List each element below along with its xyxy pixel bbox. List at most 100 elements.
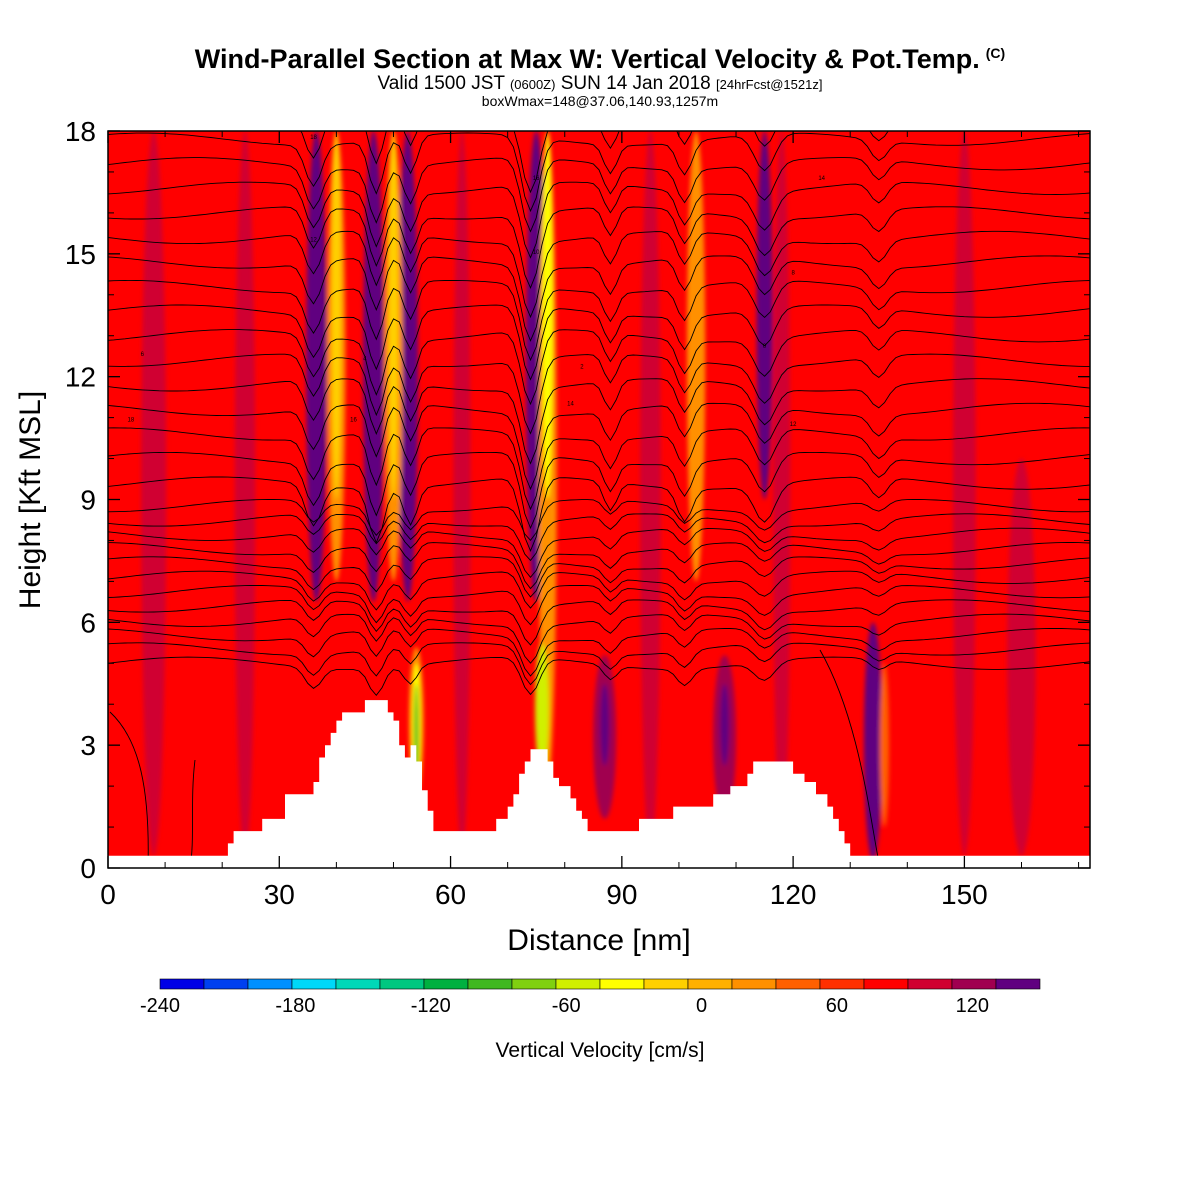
contour-label: 14: [567, 401, 574, 407]
contour-label: 2: [580, 364, 584, 370]
colorbar-swatch: [863, 978, 909, 990]
isentrope-line: [108, 585, 1090, 626]
isentrope-line: [108, 255, 1090, 342]
colorbar-swatch: [247, 978, 293, 990]
colorbar-label: -240: [140, 995, 180, 1017]
isentrope-line: [819, 649, 881, 868]
contour-label: 0: [763, 344, 767, 350]
colorbar-swatch: [159, 978, 205, 990]
x-tick-label: 0: [100, 879, 116, 910]
x-axis-title: Distance [nm]: [507, 924, 690, 957]
field-patch: [453, 131, 471, 856]
downdraft-band: [388, 131, 399, 500]
field-patch: [141, 131, 167, 856]
valid-date: SUN 14 Jan 2018: [555, 73, 717, 94]
colorbar-swatch: [555, 978, 601, 990]
contour-label: 6: [141, 352, 145, 358]
isentrope-line: [108, 279, 1090, 362]
downdraft-band: [535, 642, 549, 774]
isentrope-line: [108, 451, 1090, 530]
colorbar-swatch: [335, 978, 381, 990]
isentrope-line: [108, 542, 1090, 590]
isentrope-line: [108, 304, 1090, 381]
contour-label: 12: [310, 238, 317, 244]
colorbar-swatch: [819, 978, 865, 990]
isentrope-line: [108, 556, 1090, 598]
downdraft-band: [542, 131, 553, 500]
chart-title: Wind-Parallel Section at Max W: Vertical…: [0, 44, 1200, 75]
y-tick-label: 12: [65, 362, 96, 393]
isentrope-line: [108, 181, 1090, 259]
y-tick-label: 9: [80, 485, 96, 516]
field-patch: [1007, 458, 1036, 856]
contour-label: 18: [310, 135, 317, 141]
terrain-silhouette: [108, 700, 1090, 868]
colorbar-swatch: [731, 978, 777, 990]
isentrope-line: [108, 656, 1090, 697]
updraft-band: [756, 131, 773, 500]
field-patch: [952, 131, 976, 856]
isentrope-line: [108, 513, 1090, 562]
x-tick-label: 60: [435, 879, 466, 910]
downdraft-band: [331, 131, 341, 500]
isentrope-line: [108, 230, 1090, 319]
box-wmax-line: boxWmax=148@37.06,140.93,1257m: [481, 93, 719, 109]
terrain-layer: [108, 700, 1090, 868]
valid-utc: (0600Z): [509, 77, 556, 92]
contour-label: 4: [363, 356, 367, 362]
field-patch: [773, 131, 791, 856]
updraft-band: [720, 683, 730, 766]
contour-label: 14: [818, 176, 825, 182]
contour-label: 16: [533, 176, 540, 182]
colorbar-label: 60: [826, 995, 848, 1017]
y-tick-label: 15: [65, 239, 96, 270]
downdraft-band: [879, 663, 890, 828]
isentrope-line: [108, 642, 1090, 686]
colorbar-swatch: [995, 978, 1041, 990]
colorbar-swatch: [203, 978, 249, 990]
isentrope-line: [108, 157, 1090, 233]
y-tick-label: 3: [80, 730, 96, 761]
valid-time: Valid 1500 JST: [377, 73, 510, 94]
colorbar-label: -180: [275, 995, 315, 1017]
forecast-info: [24hrFcst@1521z]: [716, 77, 823, 92]
downdraft-band: [691, 131, 701, 500]
chart-title-mark: (C): [985, 45, 1006, 61]
isentrope-line: [108, 570, 1090, 611]
chart-title-text: Wind-Parallel Section at Max W: Vertical…: [194, 44, 980, 74]
updraft-band: [600, 683, 610, 766]
updraft-band: [402, 131, 414, 520]
isentrope-line: [108, 476, 1090, 552]
field-patch: [234, 131, 256, 856]
colorbar-swatch: [687, 978, 733, 990]
field-patch: [640, 131, 661, 856]
isentrope-line: [108, 427, 1090, 511]
y-tick-label: 6: [80, 607, 96, 638]
colorbar: -240 -180 -120 -60 0 60 120 Vertical Velocity […: [140, 978, 1041, 1062]
isentrope-line: [108, 206, 1090, 289]
isentrope-line: [108, 353, 1090, 435]
x-tick-label: 120: [770, 879, 817, 910]
isentrope-line: [108, 329, 1090, 406]
colorbar-swatch: [775, 978, 821, 990]
contour-label: 10: [533, 250, 540, 256]
y-axis-title: Height [Kft MSL]: [14, 391, 47, 609]
colorbar-swatch: [467, 978, 513, 990]
isentrope-line: [108, 132, 1090, 213]
colorbar-swatch: [379, 978, 425, 990]
colorbar-label: 120: [956, 995, 989, 1017]
colorbar-swatch: [423, 978, 469, 990]
isentrope-line: [108, 378, 1090, 465]
updraft-band: [367, 131, 380, 520]
isentrope-line: [108, 628, 1090, 677]
colorbar-swatch: [599, 978, 645, 990]
colorbar-swatch: [643, 978, 689, 990]
isentrope-line: [108, 499, 1090, 542]
isentrope-line: [108, 402, 1090, 491]
isentrope-line: [108, 599, 1090, 646]
colorbar-label: -60: [552, 995, 581, 1017]
y-tick-label: 18: [65, 116, 96, 147]
